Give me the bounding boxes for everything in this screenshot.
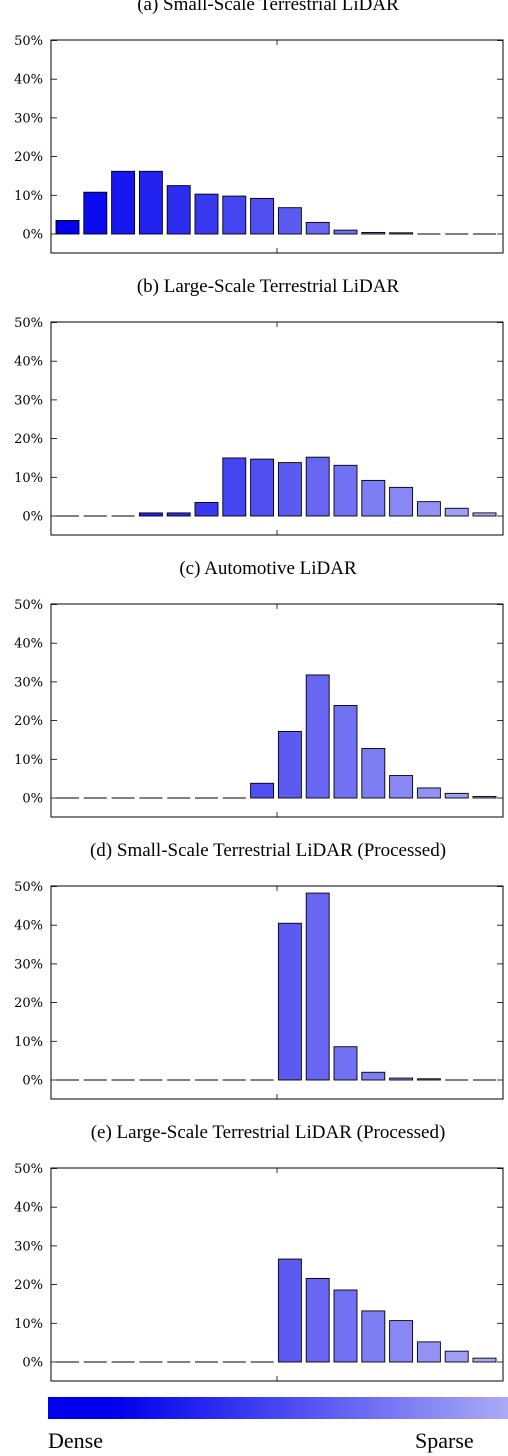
y-tick-label: 40% [14,73,43,88]
data-bar [250,197,275,235]
data-bar [194,502,219,517]
y-tick-label: 10% [14,189,43,204]
y-tick-label: 0% [22,1356,43,1371]
plot-frame [50,885,504,1100]
data-bar [305,674,330,799]
data-bar [333,705,358,799]
y-tick-label: 50% [14,316,43,331]
data-bar [250,458,275,517]
y-tick-label: 0% [22,1074,43,1089]
y-tick-label: 0% [22,228,43,243]
data-bar [444,792,469,799]
data-bar [389,1077,414,1081]
data-bar [389,1320,414,1363]
y-tick-label: 30% [14,957,43,972]
data-bar [472,512,497,517]
y-tick-label: 10% [14,471,43,486]
y-tick-label: 30% [14,1239,43,1254]
data-bar [305,456,330,517]
data-bar [277,1258,302,1363]
data-bar [277,922,302,1081]
y-tick-label: 10% [14,1317,43,1332]
data-bar [389,775,414,799]
chart-panel-1: (a) Small-Scale Terrestrial LiDAR 0% 10% 20… [14,0,504,254]
y-tick-label: 0% [22,510,43,525]
data-bar [416,1078,441,1081]
data-bar [83,191,108,235]
y-tick-label: 50% [14,598,43,613]
y-tick-label: 30% [14,111,43,126]
y-tick-label: 30% [14,393,43,408]
y-tick-label: 20% [14,714,43,729]
colorbar-sparse-label: Sparse [415,1428,474,1453]
y-tick-label: 40% [14,919,43,934]
data-bar [333,229,358,235]
chart-title: (a) Small-Scale Terrestrial LiDAR [137,0,399,15]
data-bar [416,1341,441,1363]
data-bar [305,221,330,235]
chart-title: (d) Small-Scale Terrestrial LiDAR (Proce… [90,840,446,861]
chart-title: (b) Large-Scale Terrestrial LiDAR [137,276,400,297]
data-bar [55,220,80,235]
data-bar [444,507,469,517]
data-bar [361,748,386,799]
data-bar [361,232,386,235]
plot-frame [50,603,504,818]
data-bar [277,730,302,799]
data-bar [361,1310,386,1363]
data-bar [166,185,191,235]
data-bar [305,1277,330,1363]
data-bar [333,1046,358,1081]
y-tick-label: 20% [14,150,43,165]
y-tick-label: 20% [14,432,43,447]
data-bar [361,1071,386,1081]
y-tick-label: 0% [22,792,43,807]
y-tick-label: 50% [14,34,43,49]
y-tick-label: 50% [14,880,43,895]
data-bar [416,501,441,517]
data-bar [305,892,330,1081]
chart-panel-2: (b) Large-Scale Terrestrial LiDAR 0% 10% 20… [14,276,504,536]
data-bar [416,787,441,799]
data-bar [138,170,163,235]
data-bar [333,1289,358,1363]
data-bar [111,170,136,235]
chart-title: (c) Automotive LiDAR [179,558,357,579]
data-bar [472,796,497,799]
chart-panel-4: (d) Small-Scale Terrestrial LiDAR (Proce… [14,840,504,1100]
y-tick-label: 30% [14,675,43,690]
data-bar [250,782,275,799]
data-bar [222,457,247,517]
chart-title: (e) Large-Scale Terrestrial LiDAR (Proce… [91,1122,446,1143]
y-tick-label: 20% [14,996,43,1011]
y-tick-label: 40% [14,637,43,652]
y-tick-label: 40% [14,355,43,370]
data-bar [472,1357,497,1363]
data-bar [389,232,414,235]
chart-panel-3: (c) Automotive LiDAR 0% 10% 20% 30% 40% 50% [14,558,504,818]
y-tick-label: 40% [14,1201,43,1216]
y-tick-label: 10% [14,1035,43,1050]
data-bar [333,464,358,517]
data-bar [277,462,302,517]
data-bar [361,479,386,517]
data-bar [166,512,191,517]
density-colorbar [48,1397,508,1419]
data-bar [222,195,247,235]
data-bar [277,207,302,235]
y-tick-label: 50% [14,1162,43,1177]
data-bar [194,193,219,235]
chart-panel-5: (e) Large-Scale Terrestrial LiDAR (Proce… [14,1122,504,1382]
data-bar [389,486,414,517]
data-bar [138,512,163,517]
colorbar-dense-label: Dense [48,1428,103,1453]
data-bar [444,1350,469,1363]
y-tick-label: 10% [14,753,43,768]
y-tick-label: 20% [14,1278,43,1293]
